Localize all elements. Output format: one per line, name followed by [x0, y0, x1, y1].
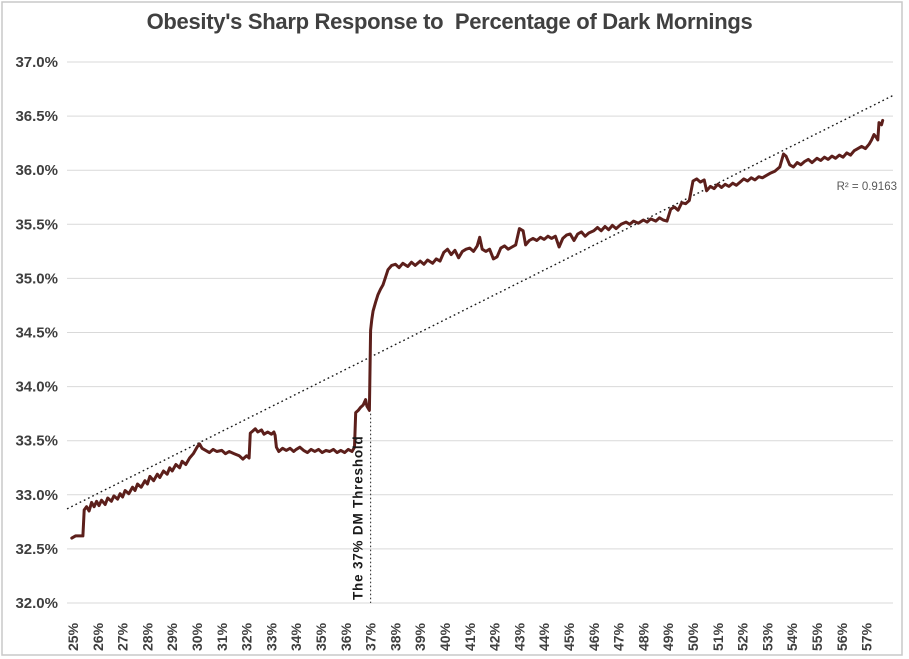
y-tick-label: 35.0% — [15, 270, 58, 287]
x-tick-label: 25% — [65, 622, 81, 651]
y-tick-label: 34.5% — [15, 325, 58, 342]
x-tick-label: 41% — [462, 622, 478, 651]
gridlines — [67, 61, 893, 604]
r-squared-label: R² = 0.9163 — [837, 181, 897, 193]
x-tick-label: 52% — [735, 622, 751, 651]
x-tick-label: 39% — [412, 622, 428, 651]
x-tick-label: 50% — [685, 622, 701, 651]
chart-title: Obesity's Sharp Response to Percentage o… — [146, 9, 753, 34]
x-tick-label: 51% — [710, 622, 726, 651]
x-tick-label: 42% — [487, 622, 503, 651]
x-tick-label: 48% — [635, 622, 651, 651]
y-tick-label: 36.5% — [15, 108, 58, 125]
x-tick-label: 57% — [859, 622, 875, 651]
obesity-series-line — [70, 118, 885, 540]
x-tick-label: 47% — [611, 622, 627, 651]
y-tick-label: 33.5% — [15, 433, 58, 450]
x-tick-label: 53% — [759, 622, 775, 651]
x-tick-label: 29% — [164, 622, 180, 651]
y-tick-label: 34.0% — [15, 379, 58, 396]
x-tick-label: 26% — [90, 622, 106, 651]
x-tick-label: 56% — [834, 622, 850, 651]
x-tick-label: 31% — [214, 622, 230, 651]
threshold-label: The 37% DM Threshold — [351, 435, 366, 600]
x-tick-label: 46% — [586, 622, 602, 651]
y-tick-label: 32.5% — [15, 541, 58, 558]
x-tick-label: 32% — [239, 622, 255, 651]
x-tick-label: 43% — [511, 622, 527, 651]
x-tick-label: 44% — [536, 622, 552, 651]
y-tick-label: 35.5% — [15, 216, 58, 233]
x-tick-label: 28% — [139, 622, 155, 651]
y-tick-label: 36.0% — [15, 162, 58, 179]
x-tick-label: 49% — [660, 622, 676, 651]
x-tick-label: 27% — [115, 622, 131, 651]
x-tick-label: 36% — [338, 622, 354, 651]
x-tick-label: 40% — [437, 622, 453, 651]
trendline — [66, 94, 894, 510]
y-tick-label: 37.0% — [15, 54, 58, 71]
x-axis-labels: 25% 26% 27% 28% 29% 30% 31% 32% 33% 34% 35% 36% 37% 3… — [65, 622, 875, 651]
x-tick-label: 54% — [784, 622, 800, 651]
y-tick-label: 33.0% — [15, 487, 58, 504]
x-tick-label: 35% — [313, 622, 329, 651]
x-tick-label: 45% — [561, 622, 577, 651]
x-tick-label: 55% — [809, 622, 825, 651]
y-axis-labels: 37.0% 36.5% 36.0% 35.5% 35.0% 34.5% 34.0% 33.5%… — [15, 54, 58, 612]
x-tick-label: 30% — [189, 622, 205, 651]
x-tick-label: 34% — [288, 622, 304, 651]
x-tick-label: 38% — [387, 622, 403, 651]
y-tick-label: 32.0% — [15, 595, 58, 612]
x-tick-label: 33% — [263, 622, 279, 651]
x-tick-label: 37% — [363, 622, 379, 651]
